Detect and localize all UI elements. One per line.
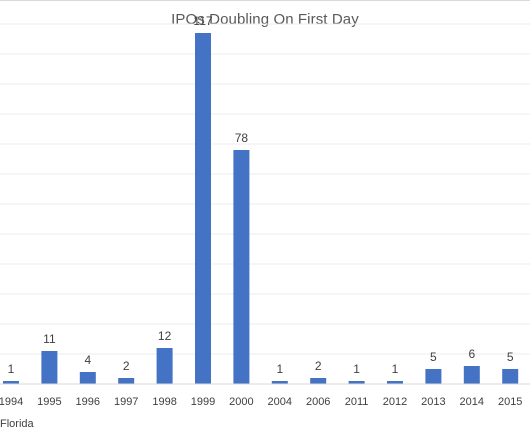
data-label-1998: 12 <box>158 329 172 343</box>
data-label-1994: 1 <box>8 362 15 376</box>
data-label-1999: 117 <box>193 14 212 28</box>
bar-2004 <box>271 381 288 384</box>
x-tick-1999: 1999 <box>191 396 215 408</box>
x-tick-1997: 1997 <box>114 396 138 408</box>
x-tick-2012: 2012 <box>383 396 407 408</box>
data-label-2013: 5 <box>430 350 437 364</box>
data-label-2011: 1 <box>353 362 360 376</box>
x-tick-2015: 2015 <box>498 396 522 408</box>
bars <box>3 33 519 384</box>
data-label-2006: 2 <box>315 359 322 373</box>
x-tick-1994: 1994 <box>0 396 23 408</box>
bar-1994 <box>3 381 19 384</box>
x-tick-2004: 2004 <box>268 396 292 408</box>
bar-2012 <box>387 381 403 384</box>
bar-2006 <box>310 378 327 384</box>
data-label-1996: 4 <box>84 353 91 367</box>
bar-2014 <box>463 366 480 384</box>
x-tick-2014: 2014 <box>460 396 484 408</box>
x-tick-1998: 1998 <box>152 396 176 408</box>
data-label-2012: 1 <box>392 362 399 376</box>
data-label-2004: 1 <box>276 362 283 376</box>
bar-1998 <box>156 348 173 384</box>
data-label-2014: 6 <box>468 347 475 361</box>
data-label-2015: 5 <box>507 350 514 364</box>
bar-1997 <box>118 378 135 384</box>
chart-border <box>0 0 530 1</box>
x-tick-labels: 1994 1995 1996 1997 1998 1999 2000 2004 2006 2011… <box>0 396 522 408</box>
x-tick-1995: 1995 <box>37 396 61 408</box>
bar-1995 <box>41 351 58 384</box>
data-label-1995: 11 <box>43 332 56 346</box>
bar-2013 <box>425 369 442 384</box>
x-tick-2013: 2013 <box>421 396 445 408</box>
x-tick-1996: 1996 <box>76 396 100 408</box>
x-tick-2000: 2000 <box>229 396 253 408</box>
bar-2000 <box>233 150 250 384</box>
data-label-2000: 78 <box>235 131 249 145</box>
source-note: Florida <box>0 418 34 430</box>
bar-1996 <box>79 372 96 384</box>
x-tick-2011: 2011 <box>345 396 369 408</box>
bar-2015 <box>502 369 519 384</box>
gridlines <box>0 23 530 355</box>
bar-2011 <box>348 381 365 384</box>
bar-1999 <box>195 33 211 384</box>
data-label-1997: 2 <box>123 359 130 373</box>
x-tick-2006: 2006 <box>306 396 330 408</box>
